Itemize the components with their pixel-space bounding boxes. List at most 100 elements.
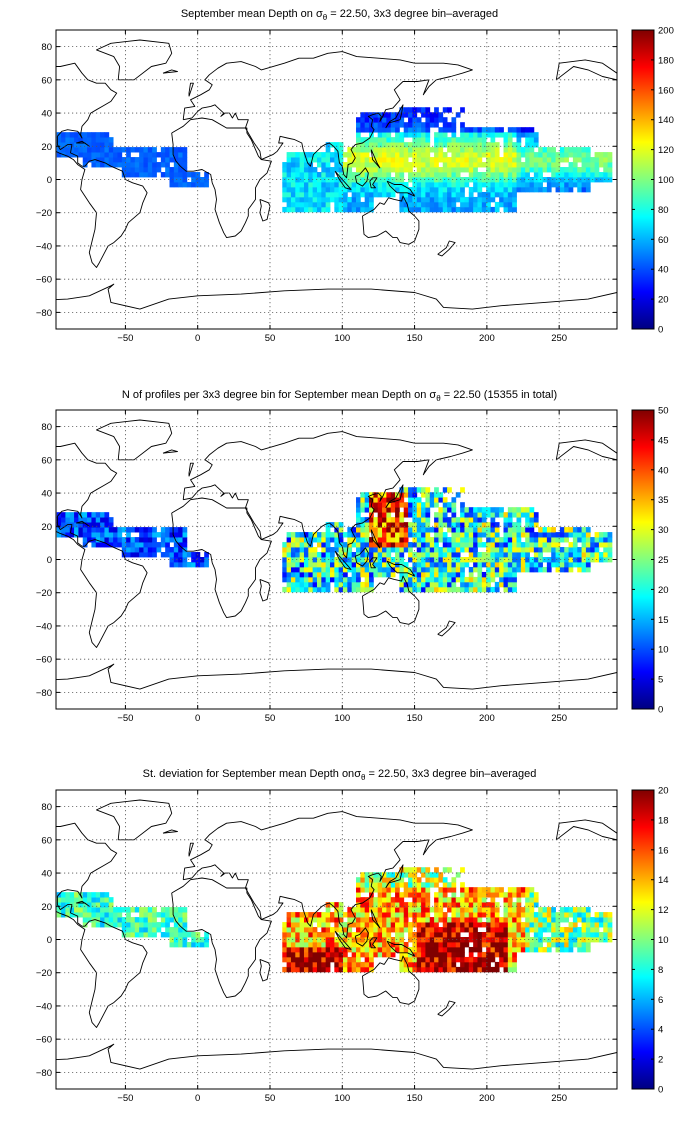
y-tick-label: −80	[36, 1068, 52, 1079]
data-bin	[369, 941, 374, 948]
data-bin	[551, 922, 556, 928]
data-bin	[191, 557, 196, 563]
data-bin	[295, 927, 301, 933]
data-bin	[468, 927, 474, 933]
data-bin	[577, 552, 582, 558]
data-bin	[69, 147, 75, 153]
data-bin	[351, 527, 357, 533]
data-bin	[507, 912, 513, 918]
data-bin	[434, 112, 439, 118]
data-bin	[377, 532, 383, 538]
data-bin	[165, 547, 170, 553]
coastlines	[56, 799, 617, 1070]
data-bin	[82, 917, 88, 923]
data-bin	[100, 532, 105, 538]
data-bin	[390, 492, 396, 498]
data-bin	[425, 167, 431, 173]
data-bin	[546, 907, 552, 913]
data-bin	[442, 586, 448, 593]
data-bin	[65, 132, 71, 138]
data-bin	[568, 941, 574, 948]
data-bin	[533, 512, 539, 518]
data-bin	[520, 527, 526, 533]
data-bin	[607, 537, 613, 543]
data-bin	[364, 191, 370, 198]
data-bin	[451, 532, 457, 538]
data-bin	[520, 566, 526, 573]
data-bin	[486, 576, 491, 583]
data-bin	[408, 492, 413, 498]
data-bin	[377, 907, 383, 913]
data-bin	[581, 941, 587, 948]
data-bin	[399, 517, 405, 523]
data-bin	[429, 167, 435, 173]
data-bin	[486, 902, 491, 908]
data-bin	[321, 571, 327, 578]
data-bin	[351, 542, 357, 548]
data-bin	[82, 137, 88, 143]
data-bin	[152, 932, 157, 938]
data-bin	[499, 917, 504, 923]
data-bin	[460, 157, 465, 163]
data-bin	[577, 147, 582, 153]
data-bin	[551, 172, 556, 178]
data-bin	[438, 517, 444, 523]
data-bin	[499, 552, 504, 558]
data-bin	[507, 586, 513, 593]
data-bin	[473, 167, 478, 173]
data-bin	[143, 532, 149, 538]
data-bin	[447, 147, 452, 153]
data-bin	[351, 206, 357, 213]
data-bin	[525, 162, 530, 168]
data-bin	[364, 946, 370, 953]
data-bin	[395, 902, 400, 908]
data-bin	[334, 912, 340, 918]
data-bin	[412, 522, 418, 528]
data-bin	[490, 927, 496, 933]
colorbar-tick-label: 18	[658, 815, 669, 826]
data-bin	[295, 162, 301, 168]
data-bin	[351, 196, 357, 203]
data-bin	[525, 566, 530, 573]
data-bin	[143, 907, 149, 913]
data-bin	[100, 922, 105, 928]
data-bin	[395, 897, 400, 903]
data-bin	[390, 951, 396, 958]
data-bin	[173, 532, 179, 538]
data-bin	[373, 932, 379, 938]
data-bin	[490, 542, 496, 548]
data-bin	[451, 177, 457, 183]
data-bin	[78, 152, 84, 158]
data-bin	[477, 132, 483, 138]
data-bin	[533, 946, 539, 953]
data-bin	[451, 946, 457, 953]
y-tick-label: −60	[36, 655, 52, 666]
data-bin	[65, 907, 71, 913]
data-bin	[286, 941, 292, 948]
data-bin	[434, 951, 439, 958]
data-bin	[299, 532, 305, 538]
data-bin	[429, 576, 435, 583]
data-bin	[390, 902, 396, 908]
data-bin	[577, 937, 582, 943]
data-bin	[525, 142, 530, 148]
data-bin	[464, 167, 470, 173]
data-bin	[351, 941, 357, 948]
data-bin	[512, 566, 517, 573]
data-bin	[303, 206, 309, 213]
data-bin	[451, 117, 457, 123]
data-bin	[486, 157, 491, 163]
data-bin	[473, 946, 478, 953]
data-bin	[555, 547, 561, 553]
data-bin	[455, 191, 461, 198]
data-bin	[503, 576, 509, 583]
data-bin	[412, 867, 418, 873]
data-bin	[408, 907, 413, 913]
data-bin	[329, 196, 335, 203]
data-bin	[460, 537, 465, 543]
data-bin	[178, 932, 183, 938]
data-bin	[533, 172, 539, 178]
data-bin	[408, 581, 413, 588]
data-bin	[468, 152, 474, 158]
data-bin	[503, 892, 509, 898]
